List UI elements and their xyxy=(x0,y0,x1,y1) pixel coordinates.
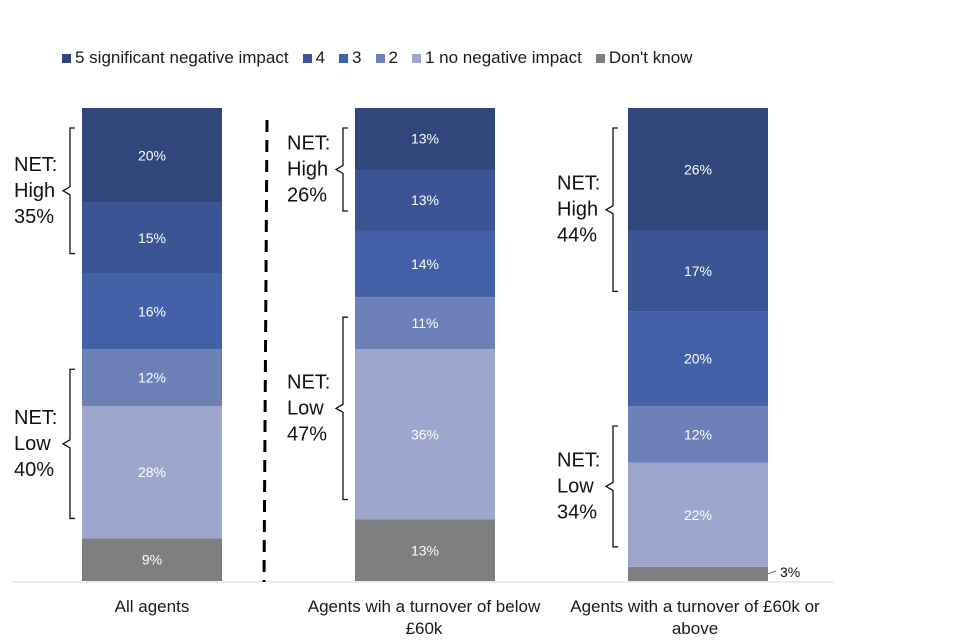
bar-segment-don-t-know xyxy=(82,538,222,581)
bar-segment-4 xyxy=(628,230,768,312)
net-annotation-label: Low xyxy=(14,433,51,455)
net-annotation-label: NET: xyxy=(14,154,57,176)
data-label: 17% xyxy=(684,263,712,279)
bar-segment-5-significant-negative-impact xyxy=(355,108,495,170)
data-label: 3% xyxy=(780,564,800,580)
data-label: 28% xyxy=(138,464,166,480)
bar-segment-4 xyxy=(355,169,495,231)
data-label: 22% xyxy=(684,507,712,523)
bar-segment-don-t-know xyxy=(355,519,495,581)
data-label-leader xyxy=(767,570,777,575)
data-label: 15% xyxy=(138,230,166,246)
legend-swatch xyxy=(302,53,312,63)
net-annotation-label: High xyxy=(14,180,55,202)
legend-item: 1 no negative impact xyxy=(411,48,582,68)
bar-segment-1-no-negative-impact xyxy=(355,349,495,520)
net-annotation-label: High xyxy=(557,199,598,221)
data-label: 20% xyxy=(684,351,712,367)
legend-item: 4 xyxy=(302,48,326,68)
net-annotation-label: NET: xyxy=(287,371,330,393)
net-annotation-label: NET: xyxy=(14,407,57,429)
data-label: 13% xyxy=(411,542,439,558)
net-annotation-label: High xyxy=(287,158,328,180)
legend-swatch xyxy=(595,53,605,63)
legend-swatch xyxy=(62,53,71,63)
x-tick-label: £60k xyxy=(406,619,443,638)
legend-label: 4 xyxy=(315,48,326,67)
bar-segment-5-significant-negative-impact xyxy=(82,108,222,203)
legend-label: 2 xyxy=(388,48,398,67)
legend-swatch xyxy=(375,53,385,63)
net-annotation-label: NET: xyxy=(557,449,600,471)
data-label: 20% xyxy=(138,147,166,163)
legend-label: 3 xyxy=(352,48,362,67)
bar-segment-2 xyxy=(628,405,768,463)
net-annotation-label: NET: xyxy=(287,132,330,154)
net-annotation-label: NET: xyxy=(557,173,600,195)
bar-segment-3 xyxy=(355,230,495,298)
legend-item: 2 xyxy=(375,48,398,68)
bar-segment-3 xyxy=(628,311,768,406)
net-bracket xyxy=(61,368,75,520)
bar-segment-2 xyxy=(355,297,495,350)
bar-segment-2 xyxy=(82,349,222,406)
bar-segment-don-t-know xyxy=(628,566,768,581)
x-tick-label: Agents with a turnover of £60k or xyxy=(570,597,820,616)
net-annotation-label: 47% xyxy=(287,423,327,445)
data-label: 9% xyxy=(142,552,162,568)
net-annotation-label: 26% xyxy=(287,184,327,206)
data-label: 12% xyxy=(684,426,712,442)
data-label: 36% xyxy=(411,426,439,442)
legend-item: Don't know xyxy=(595,48,693,68)
bar-segment-1-no-negative-impact xyxy=(82,405,222,539)
x-tick-label: All agents xyxy=(115,597,190,616)
data-label: 26% xyxy=(684,161,712,177)
data-label: 14% xyxy=(411,256,439,272)
legend-label: 5 significant negative impact xyxy=(75,48,289,67)
bar-segment-4 xyxy=(82,202,222,274)
legend-swatch xyxy=(339,53,349,63)
bar-segment-1-no-negative-impact xyxy=(628,462,768,567)
legend-label: 1 no negative impact xyxy=(424,48,582,67)
data-label: 13% xyxy=(411,131,439,147)
net-bracket xyxy=(604,425,618,548)
divider-dashed-line xyxy=(262,119,269,583)
legend: 5 significant negative impact 4 3 2 1 no neg… xyxy=(62,48,692,68)
net-bracket xyxy=(334,316,348,501)
net-annotation-label: Low xyxy=(287,397,324,419)
legend-item: 5 significant negative impact xyxy=(62,48,289,68)
x-tick-label: Agents wih a turnover of below xyxy=(308,597,541,616)
bar-segment-5-significant-negative-impact xyxy=(628,108,768,231)
legend-label: Don't know xyxy=(608,48,693,67)
data-label: 16% xyxy=(138,303,166,319)
data-label: 12% xyxy=(138,370,166,386)
net-bracket xyxy=(334,127,348,212)
net-bracket xyxy=(604,127,618,293)
bar-segment-3 xyxy=(82,273,222,350)
net-annotation-label: 35% xyxy=(14,206,54,228)
net-annotation-label: 40% xyxy=(14,459,54,481)
net-bracket xyxy=(61,127,75,255)
net-annotation-label: Low xyxy=(557,475,594,497)
x-tick-label: above xyxy=(672,619,718,638)
net-annotation-label: 34% xyxy=(557,501,597,523)
legend-item: 3 xyxy=(339,48,362,68)
net-annotation-label: 44% xyxy=(557,225,597,247)
data-label: 13% xyxy=(411,192,439,208)
legend-swatch xyxy=(411,53,421,63)
data-label: 11% xyxy=(412,315,439,331)
